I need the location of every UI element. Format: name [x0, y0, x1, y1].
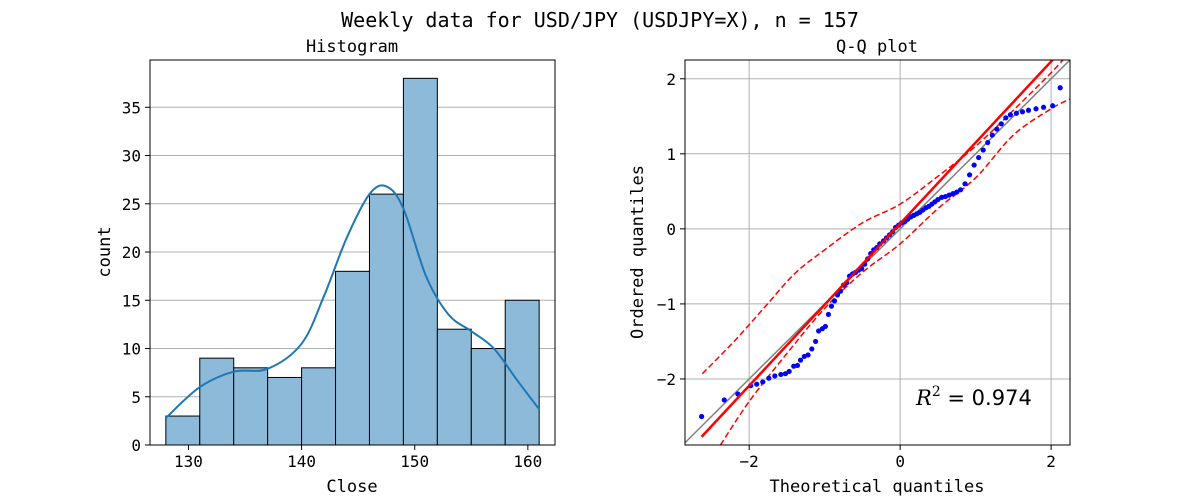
histogram-y-tick-label: 5 — [131, 388, 141, 407]
qq-point — [805, 352, 811, 358]
histogram-y-tick-label: 0 — [131, 436, 141, 455]
qq-x-tick-label: −2 — [740, 452, 759, 471]
qq-point — [831, 298, 838, 304]
qq-point — [797, 357, 804, 363]
qq-x-tick-label: 2 — [1046, 452, 1056, 471]
figure-suptitle: Weekly data for USD/JPY (USDJPY=X), n = … — [341, 8, 859, 32]
histogram-y-tick-label: 25 — [122, 195, 141, 214]
qq-point — [935, 196, 941, 203]
qq-y-tick-label: −2 — [657, 370, 676, 389]
qq-point — [1013, 110, 1020, 116]
qq-point — [809, 346, 815, 352]
histogram-bar — [368, 193, 404, 446]
qq-point — [980, 147, 986, 153]
qq-y-ticks: −2 −1 0 1 2 — [657, 70, 685, 389]
histogram-y-ticks: 0 5 10 15 20 25 30 35 — [122, 98, 150, 455]
qq-point — [1040, 104, 1047, 110]
qq-panel: −2 0 2 −2 −1 0 1 2 Q-Q plot Theoretical quanti… — [628, 37, 1071, 497]
histogram-y-tick-label: 10 — [122, 340, 141, 359]
qq-point — [721, 397, 727, 403]
qq-x-label: Theoretical quantiles — [770, 477, 985, 497]
histogram-bar — [436, 328, 472, 446]
qq-point — [954, 189, 960, 195]
histogram-x-ticks: 130 140 150 160 — [174, 445, 542, 471]
histogram-x-tick-label: 140 — [287, 452, 316, 471]
qq-axes-frame — [684, 59, 1071, 446]
qq-point — [1033, 106, 1039, 112]
qq-point — [962, 181, 968, 187]
qq-point — [825, 311, 832, 318]
qq-reference-diagonal — [685, 60, 1070, 444]
qq-confidence-band-lower — [719, 98, 1070, 445]
qq-points — [699, 85, 1063, 420]
qq-point — [828, 303, 835, 309]
qq-x-tick-label: 0 — [895, 452, 905, 471]
qq-point — [812, 338, 819, 345]
qq-r-squared-annotation: R2 = 0.974 — [915, 384, 1032, 410]
qq-y-label: Ordered quantiles — [628, 165, 648, 339]
histogram-x-tick-label: 160 — [513, 452, 542, 471]
qq-point — [778, 371, 784, 378]
qq-point — [772, 373, 778, 379]
qq-point — [822, 323, 829, 330]
qq-point — [957, 187, 964, 193]
histogram-y-tick-label: 30 — [122, 147, 141, 166]
qq-title: Q-Q plot — [836, 37, 918, 57]
qq-point — [699, 413, 705, 420]
histogram-bar — [335, 270, 370, 446]
histogram-panel: 130 140 150 160 0 5 10 15 20 25 30 35 Histogram Cl… — [95, 37, 556, 497]
histogram-y-tick-label: 15 — [122, 291, 141, 310]
histogram-bar — [470, 348, 506, 446]
histogram-bar — [504, 299, 540, 446]
histogram-title: Histogram — [306, 37, 398, 57]
qq-point — [1019, 109, 1026, 115]
qq-point — [1007, 112, 1013, 118]
qq-point — [816, 328, 822, 334]
qq-point — [994, 126, 1000, 132]
histogram-bar — [233, 367, 269, 446]
histogram-x-tick-label: 150 — [400, 452, 429, 471]
histogram-bar — [301, 367, 337, 446]
histogram-bar — [199, 357, 235, 446]
histogram-y-label: count — [95, 226, 115, 277]
qq-y-tick-label: 0 — [666, 220, 676, 239]
qq-y-tick-label: −1 — [657, 295, 676, 314]
histogram-bar — [165, 415, 201, 446]
qq-point — [989, 132, 995, 138]
histogram-y-tick-label: 20 — [122, 243, 141, 262]
qq-point — [1003, 115, 1009, 121]
histogram-x-label: Close — [326, 477, 377, 497]
histogram-y-tick-label: 35 — [122, 98, 141, 117]
qq-fit-line — [700, 60, 1055, 438]
histogram-x-tick-label: 130 — [174, 452, 203, 471]
qq-x-ticks: −2 0 2 — [740, 445, 1056, 471]
qq-point — [786, 368, 792, 375]
qq-point — [754, 381, 760, 387]
qq-point — [782, 371, 789, 377]
qq-confidence-band-upper — [701, 60, 1064, 375]
qq-point — [794, 362, 801, 369]
qq-plot-area — [685, 60, 1070, 445]
qq-point — [971, 162, 977, 168]
qq-point — [1057, 85, 1063, 91]
histogram-bars — [165, 77, 540, 446]
qq-y-tick-label: 2 — [666, 70, 676, 89]
qq-point — [1025, 107, 1032, 113]
qq-y-tick-label: 1 — [666, 145, 676, 164]
qq-point — [1050, 103, 1056, 109]
histogram-kde-curve — [165, 184, 540, 419]
qq-point — [766, 375, 772, 381]
qq-point — [760, 379, 766, 385]
qq-point — [985, 139, 991, 146]
histogram-bar — [267, 376, 303, 446]
qq-point — [998, 121, 1004, 127]
qq-point — [966, 172, 973, 178]
qq-point — [976, 154, 982, 161]
